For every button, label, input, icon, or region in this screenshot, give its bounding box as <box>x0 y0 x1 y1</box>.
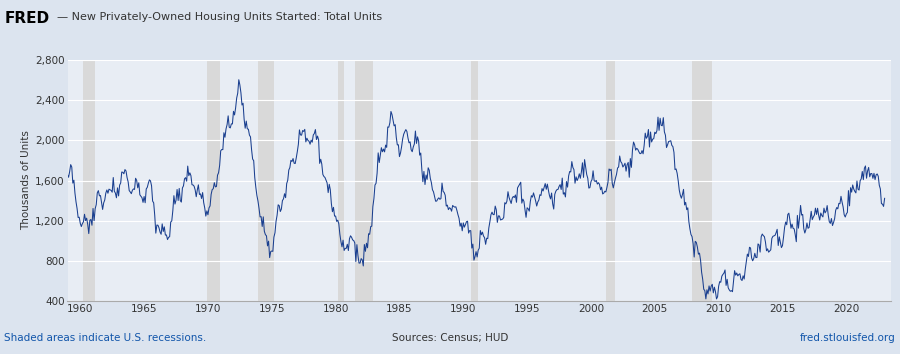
Text: Sources: Census; HUD: Sources: Census; HUD <box>392 333 508 343</box>
Text: — New Privately-Owned Housing Units Started: Total Units: — New Privately-Owned Housing Units Star… <box>57 12 382 22</box>
Text: Shaded areas indicate U.S. recessions.: Shaded areas indicate U.S. recessions. <box>4 333 207 343</box>
Text: fred.stlouisfed.org: fred.stlouisfed.org <box>800 333 896 343</box>
Bar <box>355 60 373 301</box>
Bar <box>258 60 274 301</box>
Text: FRED: FRED <box>4 11 50 25</box>
Bar <box>338 60 344 301</box>
Bar <box>471 60 478 301</box>
Y-axis label: Thousands of Units: Thousands of Units <box>21 131 31 230</box>
Bar <box>692 60 712 301</box>
Bar <box>207 60 220 301</box>
Bar <box>84 60 95 301</box>
Bar <box>606 60 616 301</box>
